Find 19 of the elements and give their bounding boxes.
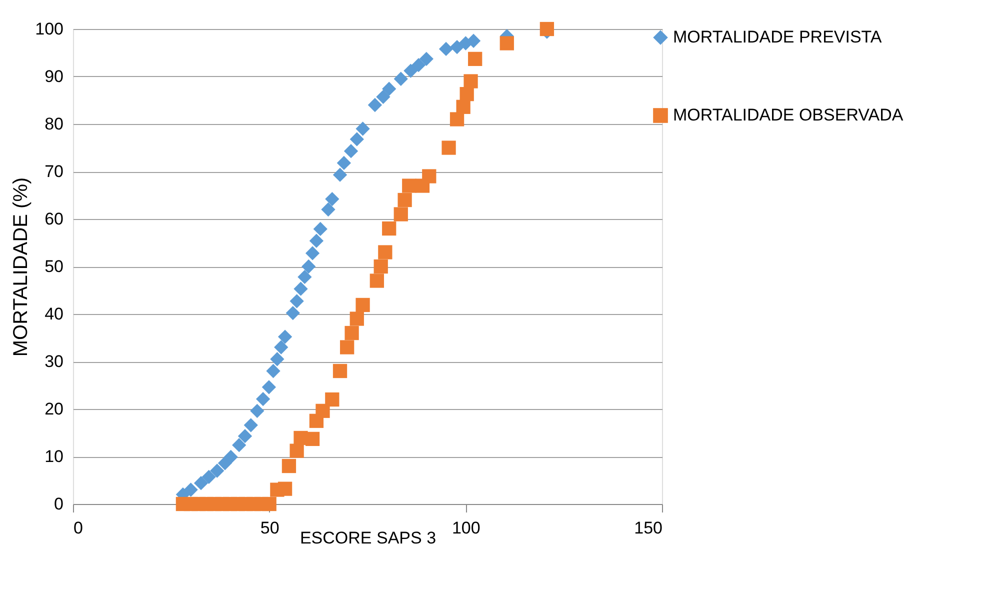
y-tick-label: 50 bbox=[44, 257, 64, 276]
y-tick-label: 0 bbox=[54, 494, 64, 514]
legend-label: MORTALIDADE OBSERVADA bbox=[673, 106, 904, 124]
y-axis-title: MORTALIDADE (%) bbox=[10, 177, 32, 357]
y-tick-label: 90 bbox=[44, 67, 64, 86]
x-axis-title: ESCORE SAPS 3 bbox=[300, 528, 436, 548]
y-tick-label: 80 bbox=[44, 114, 64, 134]
x-tick-label: 50 bbox=[260, 518, 280, 538]
y-tick-label: 20 bbox=[44, 400, 64, 418]
y-tick-label: 100 bbox=[35, 20, 64, 38]
x-tick-label: 150 bbox=[634, 518, 662, 538]
y-tick-label: 10 bbox=[44, 447, 64, 466]
legend-label: MORTALIDADE PREVISTA bbox=[673, 28, 882, 46]
x-tick-label: 0 bbox=[74, 518, 83, 538]
x-tick-label: 100 bbox=[452, 518, 480, 538]
y-tick-label: 40 bbox=[44, 304, 64, 324]
y-tick-label: 60 bbox=[44, 210, 64, 228]
y-tick-label: 30 bbox=[44, 352, 64, 371]
y-tick-label: 70 bbox=[44, 162, 64, 181]
